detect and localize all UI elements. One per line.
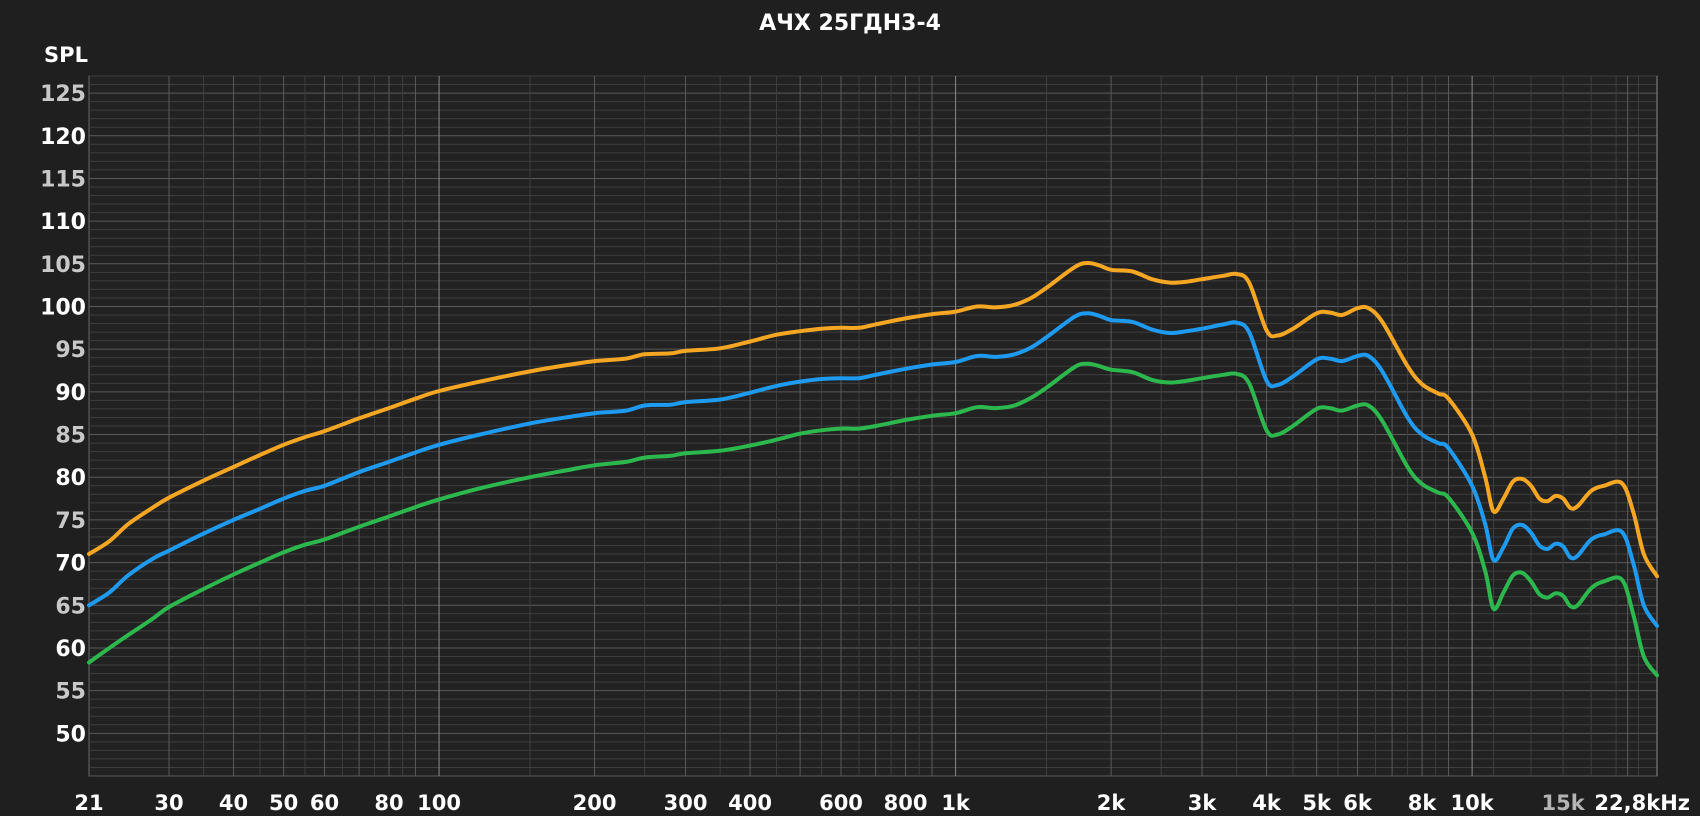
x-tick-label: 4k (1252, 791, 1282, 815)
x-tick-label: 21 (74, 791, 103, 815)
x-tick-label: 800 (884, 791, 928, 815)
y-tick-label: 125 (40, 82, 86, 107)
x-tick-label: 300 (664, 791, 708, 815)
series-lines (87, 260, 1659, 678)
chart-title: АЧХ 25ГДН3-4 (759, 11, 941, 36)
x-tick-label: 60 (310, 791, 339, 815)
x-tick-label: 1k (941, 791, 971, 815)
x-tick-label: 80 (374, 791, 403, 815)
x-tick-label: 3k (1188, 791, 1218, 815)
y-tick-labels: 125 120 115 110 105 100 95 90 85 80 75 70 65 60 55 50 (40, 82, 86, 747)
y-tick-label: 85 (55, 424, 86, 449)
x-tick-label: 200 (573, 791, 617, 815)
y-axis-label: SPL (44, 43, 88, 67)
series-line-orange (87, 260, 1659, 579)
x-tick-label: 5k (1302, 791, 1332, 815)
x-tick-label: 30 (154, 791, 183, 815)
x-tick-labels: 21 30 40 50 60 80 100 200 300 400 600 800 1k 2k 3k 4k 5k… (74, 791, 1690, 815)
y-tick-label: 50 (55, 722, 86, 747)
series-line-green (87, 361, 1659, 678)
y-tick-label: 65 (55, 594, 86, 619)
x-tick-label: 2k (1097, 791, 1127, 815)
x-tick-label: 22,8kHz (1594, 791, 1690, 815)
y-tick-label: 120 (40, 125, 86, 150)
x-tick-label: 50 (269, 791, 298, 815)
x-tick-label: 100 (417, 791, 461, 815)
y-tick-label: 115 (40, 167, 86, 192)
y-tick-label: 105 (40, 253, 86, 278)
x-tick-label: 600 (819, 791, 863, 815)
y-tick-label: 110 (40, 210, 86, 235)
x-tick-label: 6k (1343, 791, 1373, 815)
y-tick-label: 70 (55, 552, 86, 577)
y-tick-label: 100 (40, 295, 86, 320)
x-tick-label: 10k (1451, 791, 1495, 815)
y-tick-label: 80 (55, 466, 86, 491)
x-tick-label: 400 (728, 791, 772, 815)
y-tick-label: 90 (55, 381, 86, 406)
y-tick-label: 60 (55, 637, 86, 662)
y-tick-label: 55 (55, 680, 86, 705)
x-tick-label: 40 (219, 791, 248, 815)
series-line-blue (87, 311, 1659, 628)
x-tick-label: 8k (1408, 791, 1438, 815)
y-tick-label: 75 (55, 509, 86, 534)
y-tick-label: 95 (55, 338, 86, 363)
x-tick-label: 15k (1541, 791, 1585, 815)
